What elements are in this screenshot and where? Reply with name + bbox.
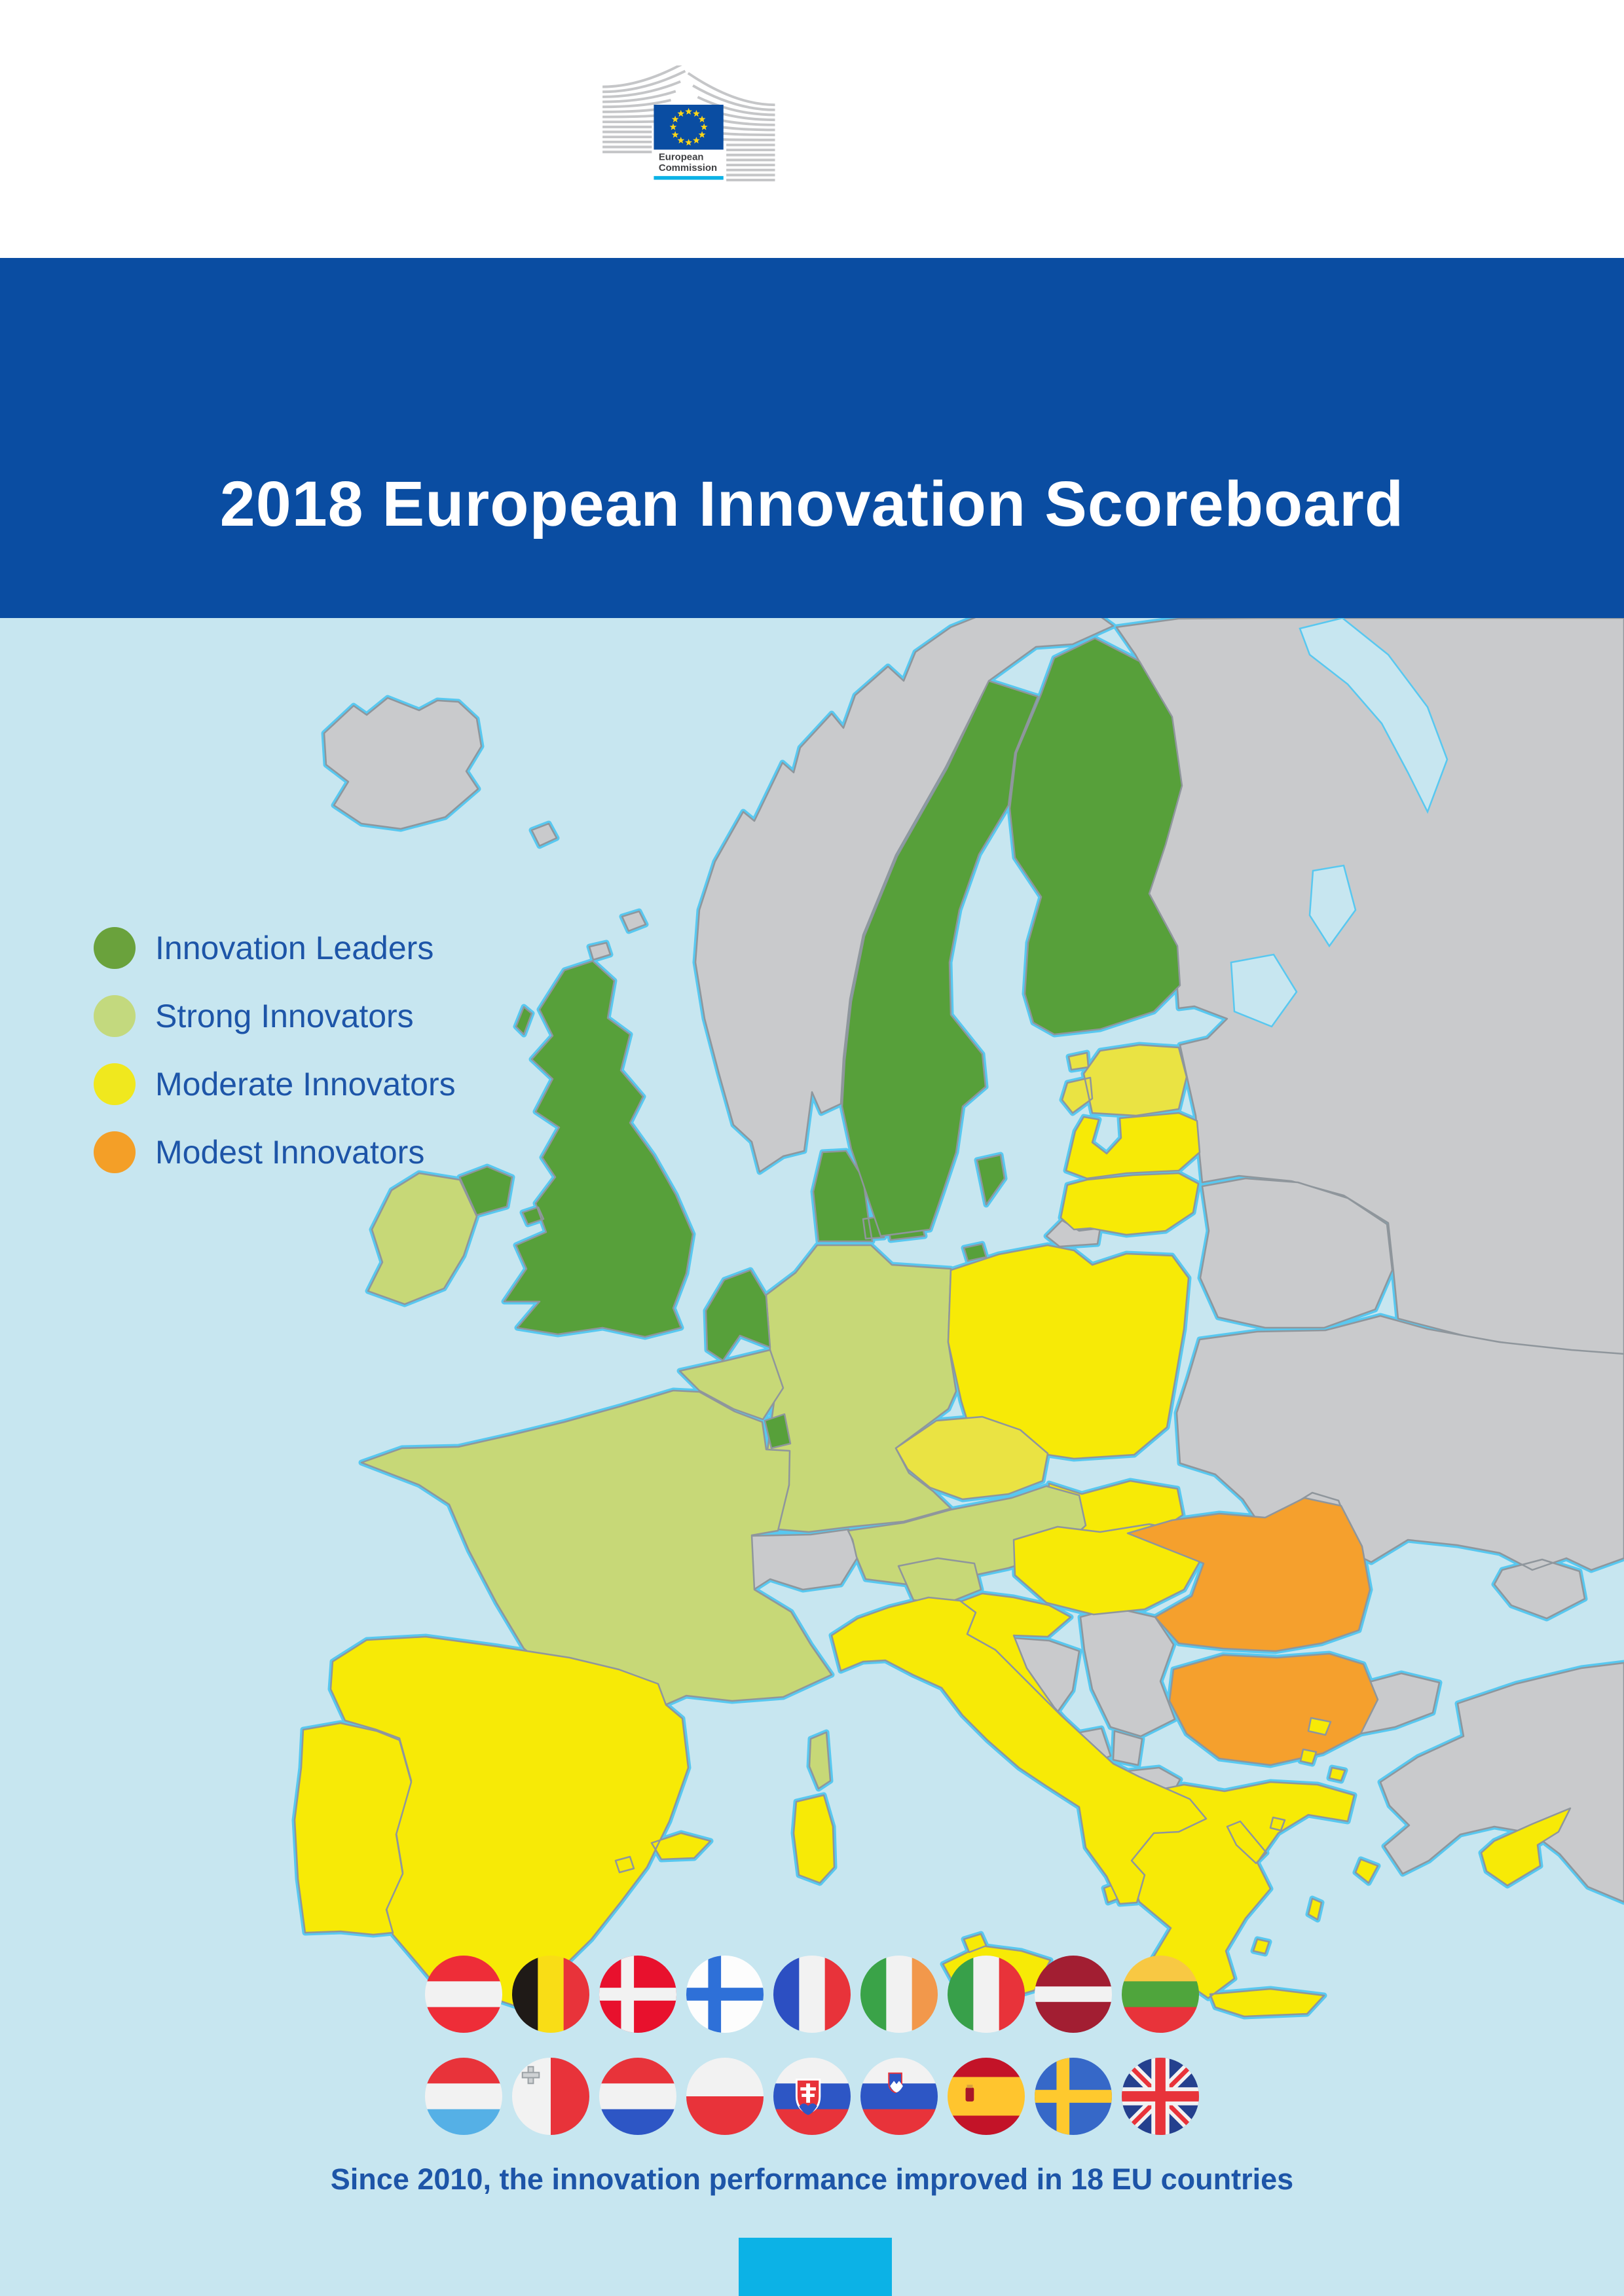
- flag-poland: [686, 2058, 764, 2135]
- flag-finland: [686, 1956, 764, 2033]
- lakes-and-inland-seas: [1230, 618, 1449, 1028]
- legend-swatch: [94, 927, 136, 969]
- country-norway: [694, 618, 1115, 1173]
- country-bulgaria: [1168, 1652, 1379, 1766]
- legend-item-innovation-leaders: Innovation Leaders: [94, 926, 456, 970]
- flag-netherlands: [599, 2058, 676, 2135]
- country-serbia: [1079, 1607, 1176, 1738]
- legend-item-moderate-innovators: Moderate Innovators: [94, 1063, 456, 1106]
- title-banner: [0, 258, 1624, 618]
- flag-row-1: [0, 1956, 1624, 2033]
- flag-slovenia: [860, 2058, 938, 2135]
- country-united-kingdom: [458, 960, 694, 1338]
- flag-slovakia: [773, 2058, 851, 2135]
- ec-logo-text-line1: European: [659, 152, 704, 162]
- flag-row-2: [0, 2058, 1624, 2135]
- flag-lithuania: [1122, 1956, 1199, 2033]
- country-ireland: [367, 1172, 478, 1305]
- legend-label: Innovation Leaders: [155, 930, 434, 966]
- legend-item-strong-innovators: Strong Innovators: [94, 994, 456, 1038]
- ec-logo-text-line2: Commission: [659, 163, 717, 173]
- flag-ireland: [860, 1956, 938, 2033]
- country-slovenia: [897, 1557, 982, 1604]
- footer-message: Since 2010, the innovation performance i…: [330, 2162, 1294, 2196]
- legend-swatch: [94, 1063, 136, 1105]
- flag-luxembourg: [425, 2058, 502, 2135]
- country-turkey: [1336, 1662, 1624, 1903]
- country-hungary: [1012, 1523, 1203, 1616]
- country-lithuania: [1060, 1172, 1200, 1236]
- country-finland: [1008, 637, 1183, 1036]
- flag-france: [773, 1956, 851, 2033]
- flag-united-kingdom: [1122, 2058, 1199, 2135]
- ec-logo-label: [654, 149, 724, 176]
- map-legend: Innovation Leaders Strong Innovators Moder…: [94, 926, 456, 1199]
- flag-latvia: [1035, 1956, 1112, 2033]
- flag-sweden: [1035, 2058, 1112, 2135]
- country-romania: [1126, 1497, 1371, 1652]
- country-luxembourg: [764, 1413, 792, 1449]
- country-netherlands: [705, 1269, 771, 1362]
- country-switzerland: [744, 1528, 859, 1592]
- country-czech-republic: [895, 1415, 1049, 1501]
- country-cyprus: [1480, 1807, 1572, 1887]
- country-atlantic-islands: [530, 822, 647, 961]
- country-belgium: [678, 1349, 784, 1421]
- flag-italy: [948, 1956, 1025, 2033]
- legend-item-modest-innovators: Modest Innovators: [94, 1131, 456, 1174]
- flag-spain: [948, 2058, 1025, 2135]
- country-estonia: [1061, 1044, 1188, 1117]
- country-belarus: [1199, 1177, 1393, 1329]
- legend-label: Modest Innovators: [155, 1134, 425, 1171]
- country-kosovo: [1112, 1730, 1143, 1766]
- flag-denmark: [599, 1956, 676, 2033]
- legend-label: Moderate Innovators: [155, 1066, 456, 1102]
- page-title: 2018 European Innovation Scoreboard: [219, 467, 1405, 539]
- europe-map: [0, 618, 1624, 2296]
- legend-swatch: [94, 995, 136, 1037]
- country-malta: [963, 1933, 987, 1954]
- european-commission-logo: European Commission: [602, 65, 775, 181]
- country-portugal: [293, 1722, 413, 1936]
- country-germany: [765, 1244, 957, 1533]
- flag-malta: [512, 2058, 589, 2135]
- legend-label: Strong Innovators: [155, 998, 414, 1034]
- country-france: [360, 1389, 833, 1790]
- footer-accent-bar: [739, 2238, 892, 2296]
- country-iceland: [323, 697, 483, 830]
- country-denmark: [812, 1150, 987, 1262]
- country-latvia: [1065, 1112, 1201, 1180]
- ec-logo-accent-bar: [654, 175, 724, 180]
- flag-belgium: [512, 1956, 589, 2033]
- legend-swatch: [94, 1131, 136, 1173]
- flag-austria: [425, 1956, 502, 2033]
- country-sweden: [841, 680, 1039, 1237]
